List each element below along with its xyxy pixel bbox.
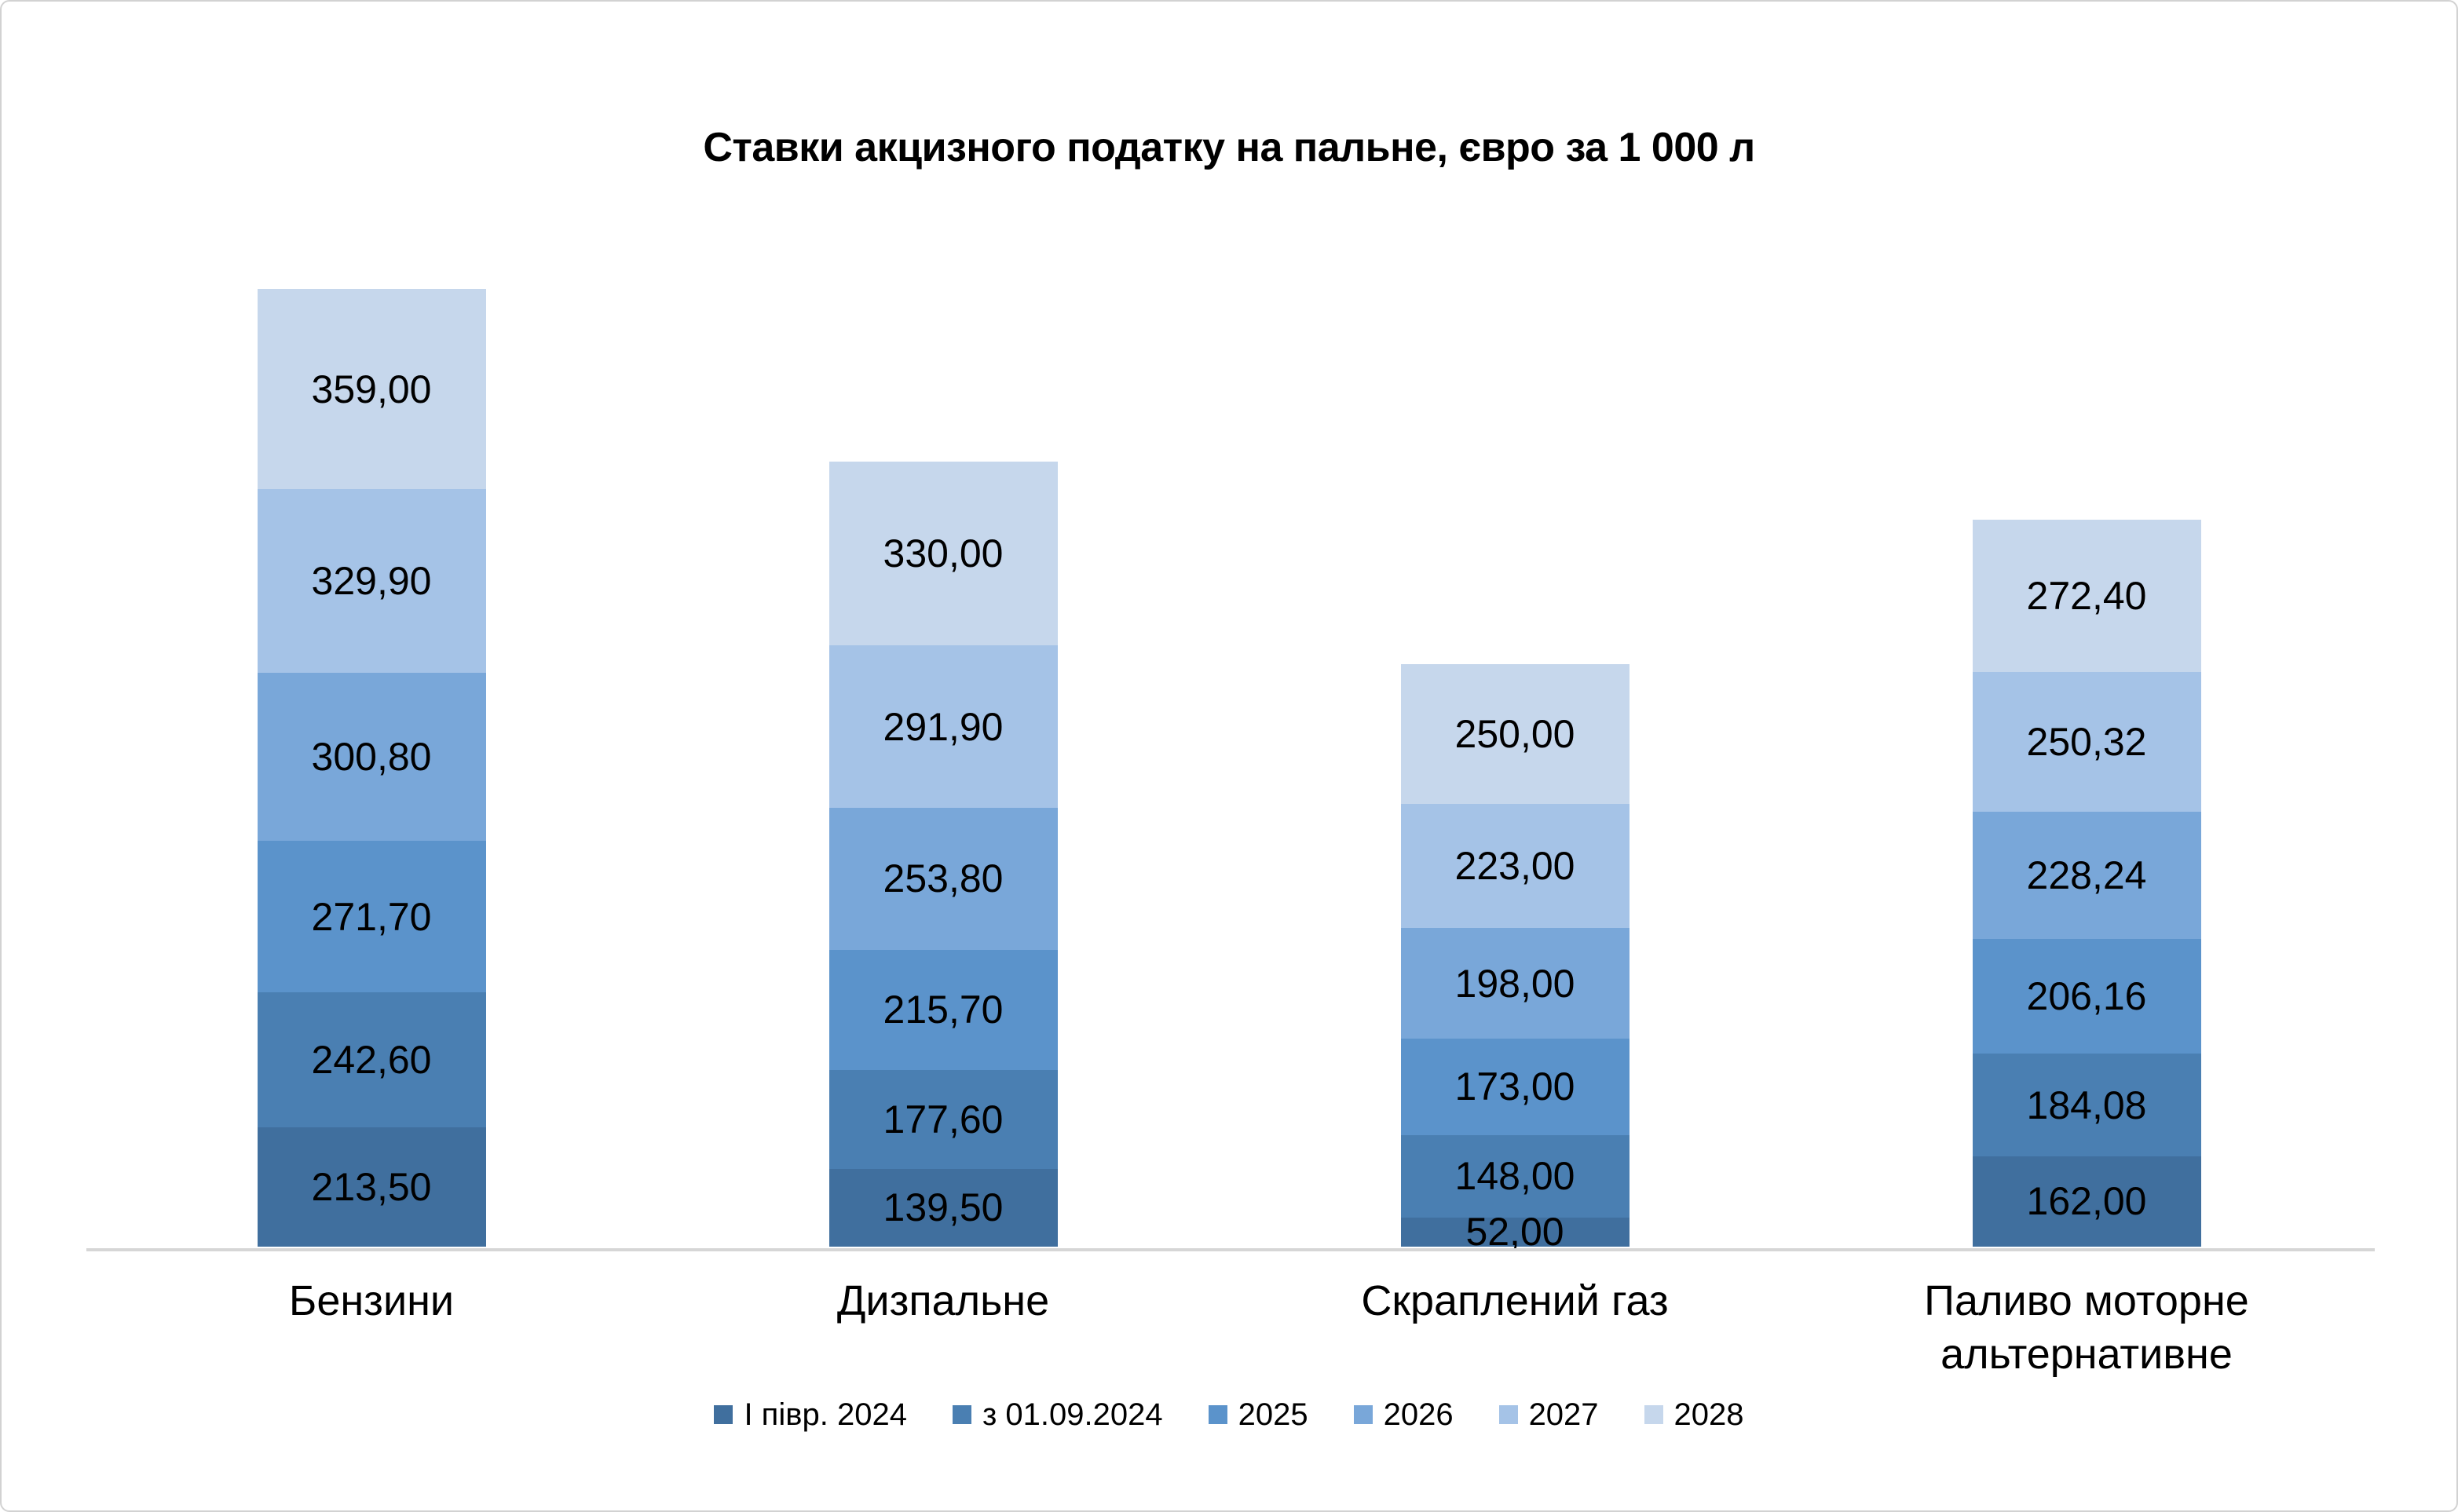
segment-value-label: 271,70 [311, 894, 432, 939]
stacked-bar: 272,40 250,32 228,24 206,16 184,08 162,00 [1972, 520, 2201, 1247]
category-label: Бензини [288, 1277, 455, 1324]
segment-value-label: 300,80 [311, 735, 432, 780]
bar-segment: 215,70 [828, 949, 1058, 1070]
bar-segment: 139,50 [828, 1168, 1058, 1247]
stacked-bar: 330,00 291,90 253,80 215,70 177,60 139,50 [828, 461, 1058, 1247]
category-label: Паливо моторне альтернативне [1924, 1277, 2249, 1378]
bar-segment: 250,32 [1972, 671, 2201, 812]
bar-segment: 213,50 [257, 1127, 486, 1247]
bar-segment: 52,00 [1400, 1212, 1630, 1251]
bar-segment: 162,00 [1972, 1156, 2201, 1247]
bar-segment: 177,60 [828, 1069, 1058, 1169]
bar-segment: 300,80 [257, 673, 486, 842]
segment-value-label: 173,00 [1454, 1065, 1575, 1109]
segment-value-label: 223,00 [1454, 844, 1575, 889]
legend-swatch [952, 1405, 971, 1424]
legend-label: 2025 [1238, 1397, 1308, 1432]
legend-label: І півр. 2024 [744, 1397, 907, 1432]
x-axis-line [86, 1248, 2375, 1251]
bar-segment: 228,24 [1972, 811, 2201, 939]
stacked-bar: 250,00 223,00 198,00 173,00 148,00 52,00 [1400, 664, 1630, 1251]
segment-value-label: 139,50 [883, 1185, 1004, 1230]
bar-segment: 184,08 [1972, 1054, 2201, 1156]
bar-segment: 198,00 [1400, 928, 1630, 1039]
segment-value-label: 177,60 [883, 1097, 1004, 1141]
category-label: Дизпальне [836, 1277, 1050, 1324]
legend-swatch [714, 1405, 733, 1424]
legend-item: 2026 [1353, 1397, 1454, 1432]
legend-item: 2025 [1208, 1397, 1308, 1432]
bar-segment: 291,90 [828, 645, 1058, 809]
segment-value-label: 215,70 [883, 988, 1004, 1032]
segment-value-label: 206,16 [2026, 973, 2147, 1018]
segment-value-label: 148,00 [1454, 1154, 1575, 1199]
segment-value-label: 329,90 [311, 559, 432, 604]
legend-item: 2027 [1498, 1397, 1599, 1432]
legend-label: з 01.09.2024 [982, 1397, 1163, 1432]
bar-segment: 223,00 [1400, 804, 1630, 929]
bar-segment: 253,80 [828, 808, 1058, 950]
stacked-bar: 359,00 329,90 300,80 271,70 242,60 213,50 [257, 289, 486, 1247]
bar-segment: 330,00 [828, 461, 1058, 645]
legend-item: І півр. 2024 [714, 1397, 907, 1432]
segment-value-label: 253,80 [883, 856, 1004, 901]
category-label: Скраплений газ [1361, 1277, 1669, 1324]
segment-value-label: 250,00 [1454, 712, 1575, 757]
bar-segment: 148,00 [1400, 1134, 1630, 1218]
segment-value-label: 330,00 [883, 531, 1004, 575]
segment-value-label: 198,00 [1454, 961, 1575, 1006]
legend: І півр. 2024 з 01.09.2024 2025 2026 2027 2028 [2, 1399, 2456, 1430]
segment-value-label: 291,90 [883, 704, 1004, 749]
legend-item: 2028 [1644, 1399, 1744, 1430]
chart-title: Ставки акцизного податку на пальне, євро… [703, 125, 1755, 170]
bar-segment: 206,16 [1972, 938, 2201, 1054]
bar-segment: 329,90 [257, 489, 486, 674]
legend-swatch [1498, 1405, 1518, 1424]
bar-segment: 242,60 [257, 992, 486, 1128]
bar-segment: 250,00 [1400, 664, 1630, 805]
legend-item: з 01.09.2024 [952, 1397, 1163, 1432]
segment-value-label: 250,32 [2026, 719, 2147, 764]
segment-value-label: 162,00 [2026, 1179, 2147, 1224]
legend-swatch [1353, 1405, 1373, 1424]
segment-value-label: 272,40 [2026, 574, 2147, 619]
bar-segment: 271,70 [257, 841, 486, 992]
segment-value-label: 242,60 [311, 1038, 432, 1083]
segment-value-label: 228,24 [2026, 853, 2147, 897]
legend-label: 2028 [1673, 1397, 1744, 1432]
segment-value-label: 359,00 [311, 367, 432, 411]
legend-swatch [1644, 1405, 1663, 1424]
legend-label: 2027 [1528, 1397, 1599, 1432]
segment-value-label: 52,00 [1465, 1210, 1564, 1255]
bar-segment: 173,00 [1400, 1039, 1630, 1135]
segment-value-label: 213,50 [311, 1165, 432, 1210]
segment-value-label: 184,08 [2026, 1083, 2147, 1127]
legend-label: 2026 [1383, 1397, 1454, 1432]
legend-swatch [1208, 1405, 1227, 1424]
bar-segment: 359,00 [257, 289, 486, 490]
bar-segment: 272,40 [1972, 520, 2201, 672]
